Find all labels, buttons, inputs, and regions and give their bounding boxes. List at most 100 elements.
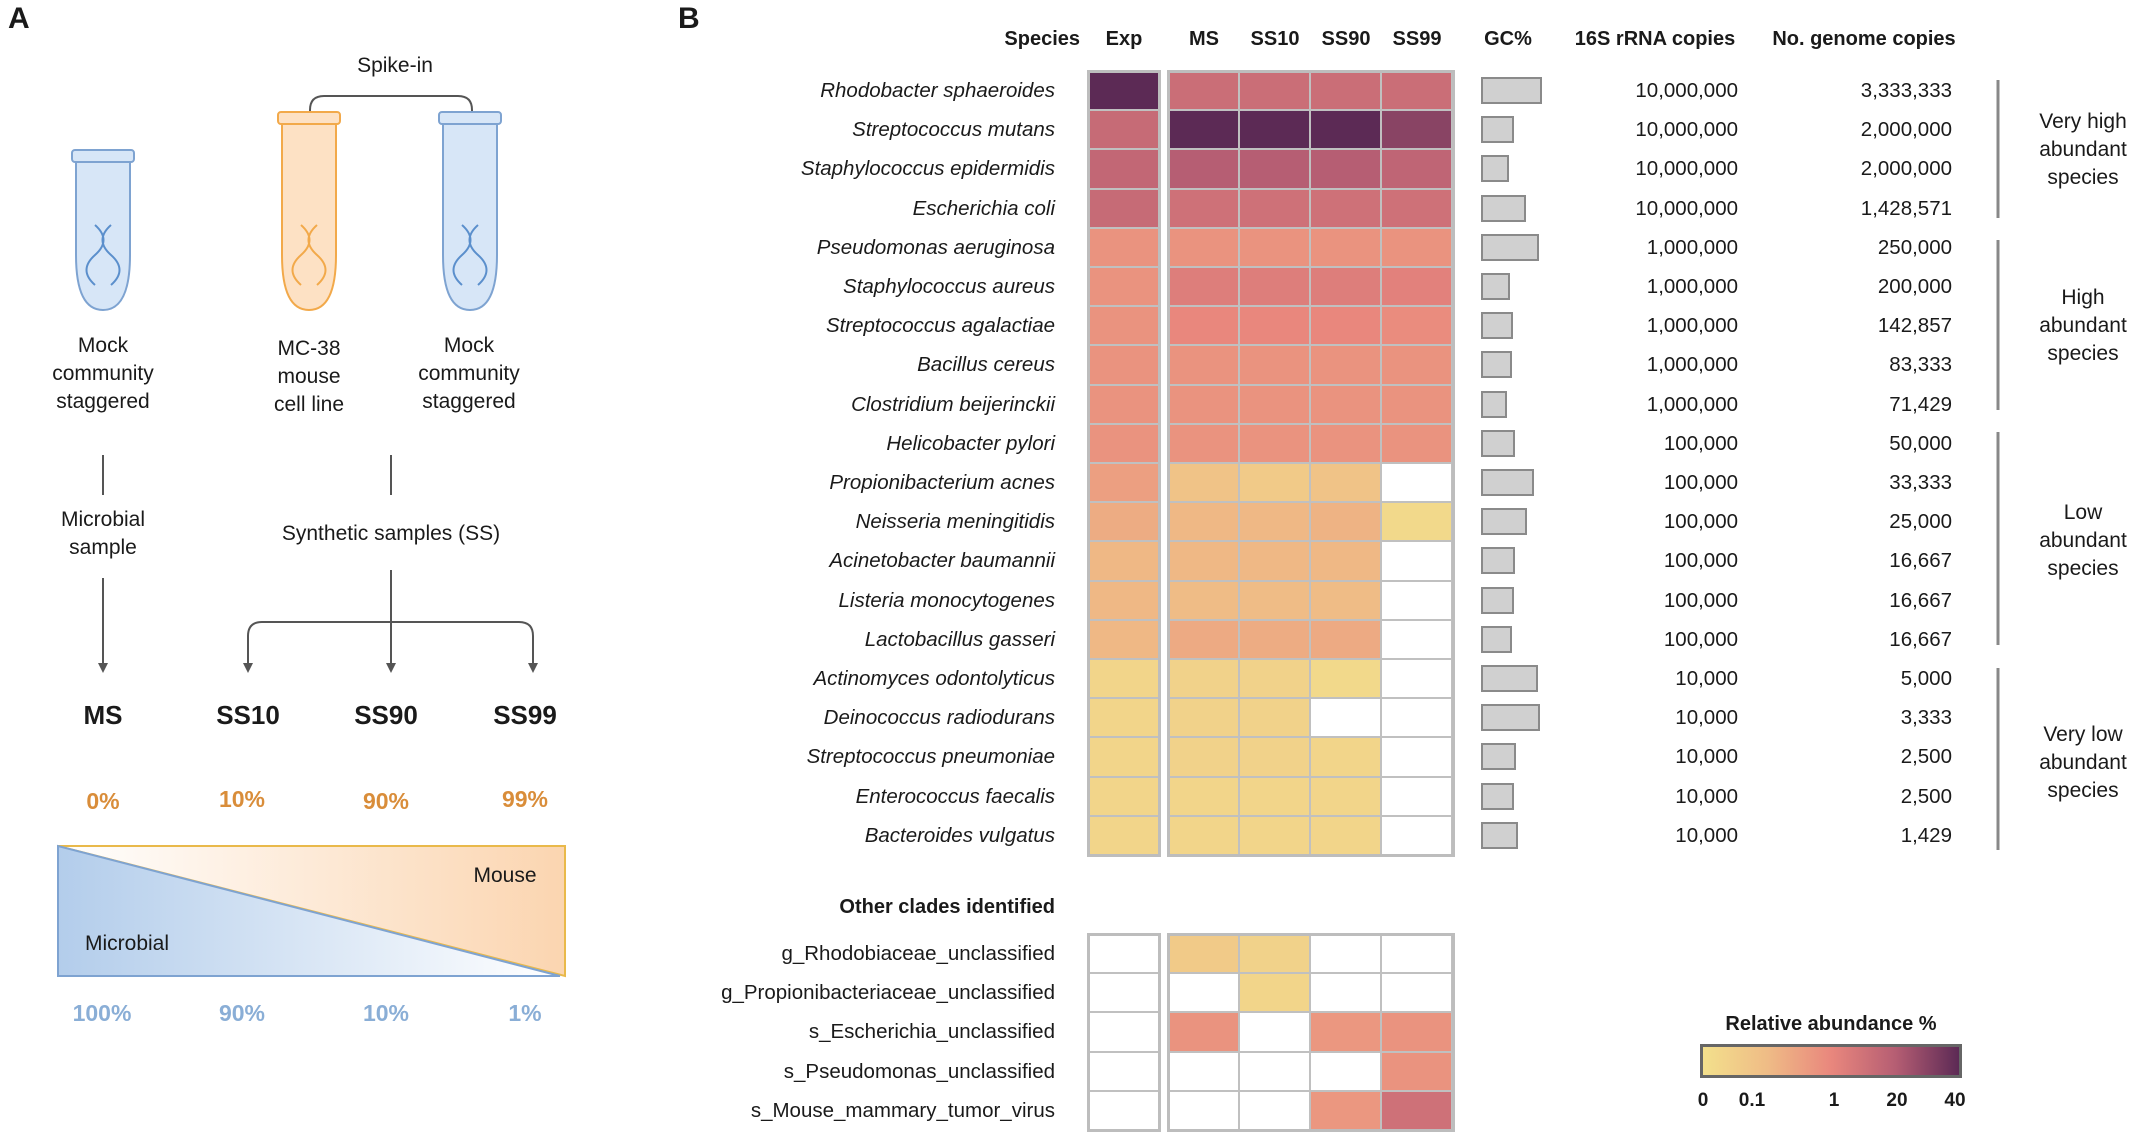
rrna-value: 100,000 — [1663, 510, 1738, 534]
rrna-value: 1,000,000 — [1646, 392, 1738, 416]
microbial-pct-ss90: 10% — [362, 1000, 410, 1026]
legend-tick: 0.1 — [1738, 1090, 1766, 1111]
heat-cell — [1381, 541, 1452, 581]
other-clade-label: s_Mouse_mammary_tumor_virus — [750, 1098, 1055, 1122]
heat-cell — [1310, 149, 1381, 189]
other-heat-cell — [1310, 934, 1381, 974]
heat-cell — [1381, 384, 1452, 424]
genome-value: 2,000,000 — [1860, 157, 1952, 181]
heat-cell — [1088, 384, 1160, 424]
species-header: Species — [1004, 28, 1080, 50]
heat-cell — [1239, 659, 1310, 699]
rrna-value: 10,000,000 — [1635, 118, 1738, 142]
heat-cell — [1168, 502, 1239, 542]
rrna-value: 1,000,000 — [1646, 353, 1738, 377]
microbial-pct-ms: 100% — [72, 1000, 132, 1026]
species-label: Listeria monocytogenes — [838, 588, 1055, 612]
other-heat-cell — [1168, 973, 1239, 1013]
other-heat-cell — [1239, 1051, 1310, 1091]
tube-label-mock-right: Mock community staggered — [418, 334, 520, 413]
heat-cell — [1381, 188, 1452, 228]
genome-value: 3,333 — [1900, 706, 1952, 730]
rrna-value: 100,000 — [1663, 588, 1738, 612]
mouse-pct-ms: 0% — [86, 788, 120, 814]
genome-value: 33,333 — [1889, 471, 1952, 494]
rrna-value: 1,000,000 — [1646, 314, 1738, 338]
tube-label-mc38: MC-38 mouse cell line — [273, 337, 345, 416]
heat-cell — [1088, 345, 1160, 385]
genome-value: 83,333 — [1889, 353, 1952, 377]
sample-ss99: SS99 — [493, 700, 557, 730]
gc-bar — [1481, 508, 1527, 536]
species-label: Bacillus cereus — [917, 353, 1055, 377]
rrna-value: 10,000 — [1675, 745, 1738, 769]
microbial-triangle — [57, 844, 561, 977]
heat-cell — [1168, 659, 1239, 699]
rrna-value: 10,000 — [1675, 706, 1738, 730]
other-heat-cell — [1239, 973, 1310, 1013]
rrna-value: 100,000 — [1663, 627, 1738, 651]
other-heat-cell — [1381, 1012, 1452, 1052]
gc-bar — [1481, 312, 1513, 340]
heat-cell — [1239, 776, 1310, 816]
heat-cell — [1168, 110, 1239, 150]
col-rrna: 16S rRNA copies — [1574, 28, 1736, 50]
col-exp: Exp — [1105, 28, 1143, 50]
sample-ss10: SS10 — [216, 700, 280, 730]
col-ss90: SS90 — [1321, 28, 1371, 50]
other-heat-cell — [1381, 973, 1452, 1013]
heat-cell — [1088, 619, 1160, 659]
rrna-value: 10,000,000 — [1635, 157, 1738, 181]
genome-value: 2,500 — [1900, 745, 1952, 769]
genome-value: 3,333,333 — [1860, 79, 1952, 102]
genome-value: 16,667 — [1889, 627, 1952, 651]
gc-bar — [1481, 821, 1518, 849]
tube-label-mock-left: Mock community staggered — [52, 334, 154, 413]
heat-cell — [1088, 580, 1160, 620]
species-label: Actinomyces odontolyticus — [813, 667, 1055, 690]
other-heat-cell — [1168, 1012, 1239, 1052]
heat-cell — [1239, 423, 1310, 463]
gc-bar — [1481, 665, 1538, 692]
species-label: Streptococcus mutans — [852, 118, 1055, 142]
species-label: Deinococcus radiodurans — [823, 706, 1055, 730]
genome-value: 2,500 — [1900, 784, 1952, 808]
species-label: Enterococcus faecalis — [855, 784, 1055, 808]
heat-cell — [1239, 306, 1310, 346]
heat-cell — [1310, 815, 1381, 855]
other-clade-label: g_Propionibacteriaceae_unclassified — [721, 981, 1055, 1005]
heat-cell — [1381, 423, 1452, 463]
heat-cell — [1168, 463, 1239, 503]
genome-value: 5,000 — [1900, 667, 1952, 690]
heat-cell — [1088, 227, 1160, 267]
species-label: Bacteroides vulgatus — [864, 823, 1055, 847]
synthetic-samples-label: Synthetic samples (SS) — [281, 522, 501, 545]
heat-cell — [1310, 306, 1381, 346]
rrna-value: 1,000,000 — [1646, 275, 1738, 298]
gc-bar — [1481, 77, 1542, 104]
heat-cell — [1381, 306, 1452, 346]
heat-cell — [1088, 541, 1160, 581]
legend-tick: 1 — [1828, 1090, 1840, 1111]
species-label: Escherichia coli — [912, 196, 1055, 220]
panel-b-letter: B — [678, 2, 700, 35]
heat-cell — [1239, 227, 1310, 267]
heat-cell — [1310, 110, 1381, 150]
mouse-pct-ss10: 10% — [218, 786, 266, 812]
arrow-to-ss10 — [243, 621, 391, 673]
heat-cell — [1381, 267, 1452, 307]
group-high: High abundant species — [2039, 286, 2127, 365]
legend-colorbar — [1700, 1044, 1962, 1078]
heat-cell — [1310, 580, 1381, 620]
other-heat-cell — [1239, 1012, 1310, 1052]
gc-bar — [1481, 351, 1512, 379]
genome-value: 16,667 — [1889, 549, 1952, 573]
heat-cell — [1381, 345, 1452, 385]
rrna-value: 100,000 — [1663, 549, 1738, 573]
heat-cell — [1381, 463, 1452, 503]
genome-value: 142,857 — [1877, 314, 1952, 338]
genome-value: 2,000,000 — [1860, 118, 1952, 142]
species-label: Staphylococcus aureus — [843, 275, 1055, 298]
heat-cell — [1310, 698, 1381, 738]
